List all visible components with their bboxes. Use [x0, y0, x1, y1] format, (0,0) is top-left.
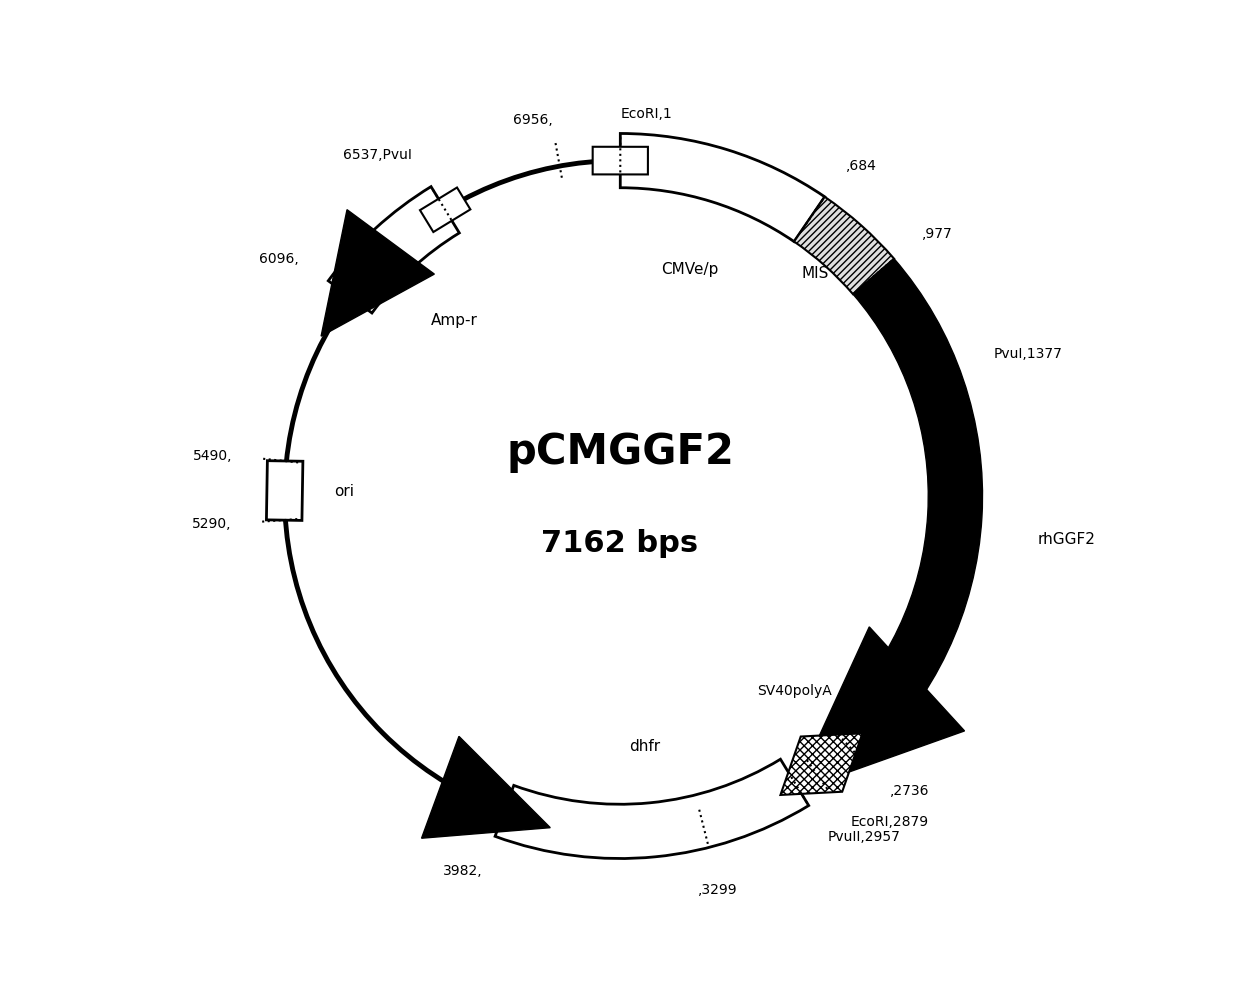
- Text: ,2736: ,2736: [890, 784, 929, 798]
- Text: pCMGGF2: pCMGGF2: [506, 431, 734, 472]
- Wedge shape: [620, 134, 825, 242]
- Text: Amp-r: Amp-r: [430, 312, 477, 327]
- Wedge shape: [329, 186, 459, 313]
- Polygon shape: [593, 147, 649, 175]
- Polygon shape: [420, 187, 470, 232]
- Text: 5490,: 5490,: [193, 448, 232, 462]
- Text: PvuI,1377: PvuI,1377: [993, 347, 1063, 361]
- Text: 3982,: 3982,: [443, 864, 482, 878]
- Text: 6956,: 6956,: [513, 113, 553, 127]
- Text: MIS: MIS: [801, 266, 828, 281]
- Wedge shape: [828, 259, 982, 764]
- Text: SV40polyA: SV40polyA: [756, 683, 832, 698]
- Polygon shape: [794, 627, 965, 792]
- Polygon shape: [780, 733, 863, 795]
- Text: ,977: ,977: [923, 227, 952, 241]
- Wedge shape: [794, 196, 894, 295]
- Text: rhGGF2: rhGGF2: [1038, 532, 1096, 547]
- Polygon shape: [321, 209, 434, 336]
- Text: PvuII,2957: PvuII,2957: [828, 830, 900, 844]
- Wedge shape: [495, 759, 808, 858]
- Text: 6096,: 6096,: [259, 252, 299, 266]
- Text: 5290,: 5290,: [192, 517, 232, 531]
- Text: 7162 bps: 7162 bps: [542, 529, 698, 558]
- Text: 6537,PvuI: 6537,PvuI: [343, 148, 412, 162]
- Text: EcoRI,1: EcoRI,1: [620, 107, 672, 121]
- Polygon shape: [422, 736, 551, 838]
- Text: ,3299: ,3299: [698, 883, 738, 898]
- Text: ori: ori: [334, 484, 353, 499]
- Text: CMVe/p: CMVe/p: [661, 262, 719, 278]
- Polygon shape: [267, 460, 303, 521]
- Text: EcoRI,2879: EcoRI,2879: [851, 815, 929, 829]
- Text: dhfr: dhfr: [629, 739, 660, 754]
- Text: ,684: ,684: [846, 160, 877, 174]
